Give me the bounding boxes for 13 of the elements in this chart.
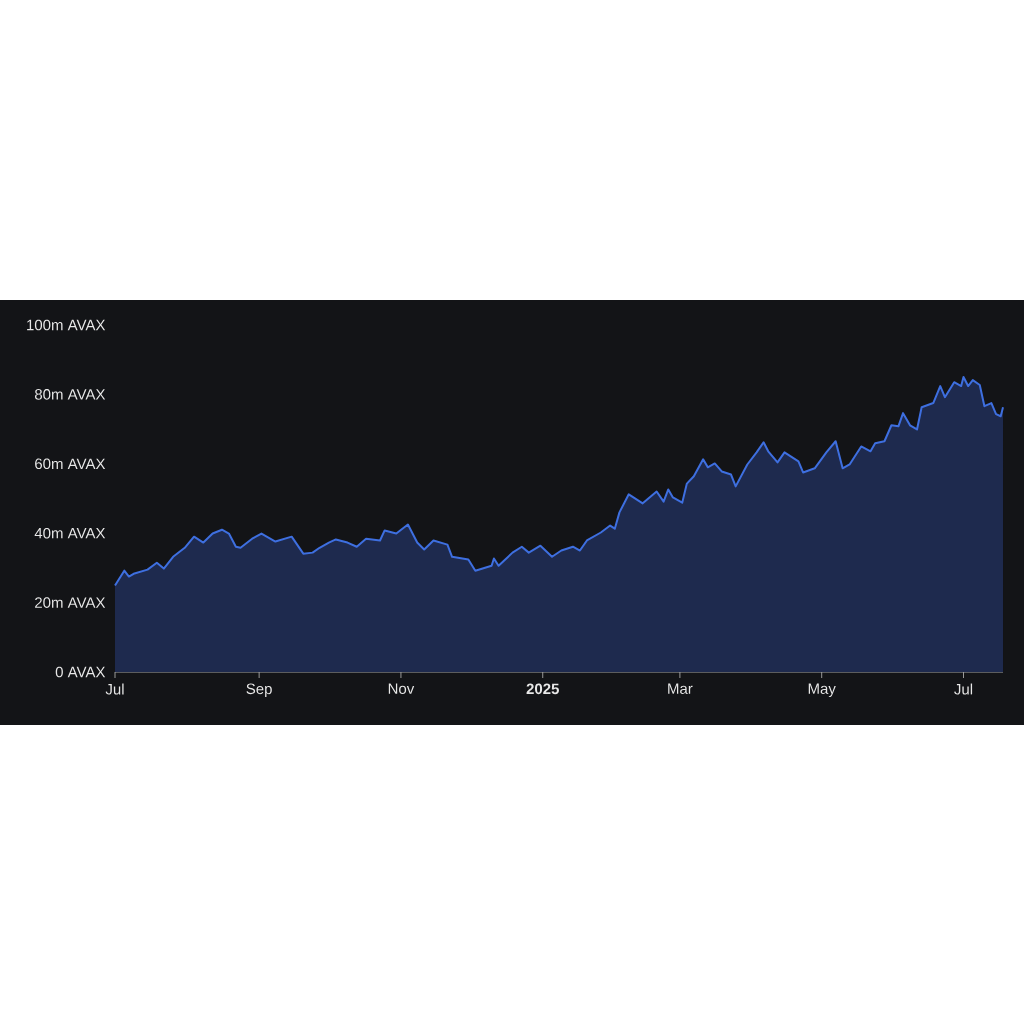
x-tick-label: Sep [246,683,272,698]
y-tick-label: 20m AVAX [35,597,106,608]
y-tick-label: 100m AVAX [27,319,106,331]
x-tick-label: May [808,683,836,697]
x-tick-label: 2025 [526,683,559,695]
y-tick-label: 0 AVAX [55,666,106,678]
y-tick-label: 60m AVAX [35,458,106,470]
x-tick-label: Nov [388,683,415,694]
x-tick-label: Jul [954,683,973,695]
x-tick-label: Mar [668,683,693,694]
x-tick-label: Jul [105,683,124,695]
y-tick-label: 40m AVAX [34,527,106,539]
y-tick-label: 80m AVAX [34,389,106,400]
